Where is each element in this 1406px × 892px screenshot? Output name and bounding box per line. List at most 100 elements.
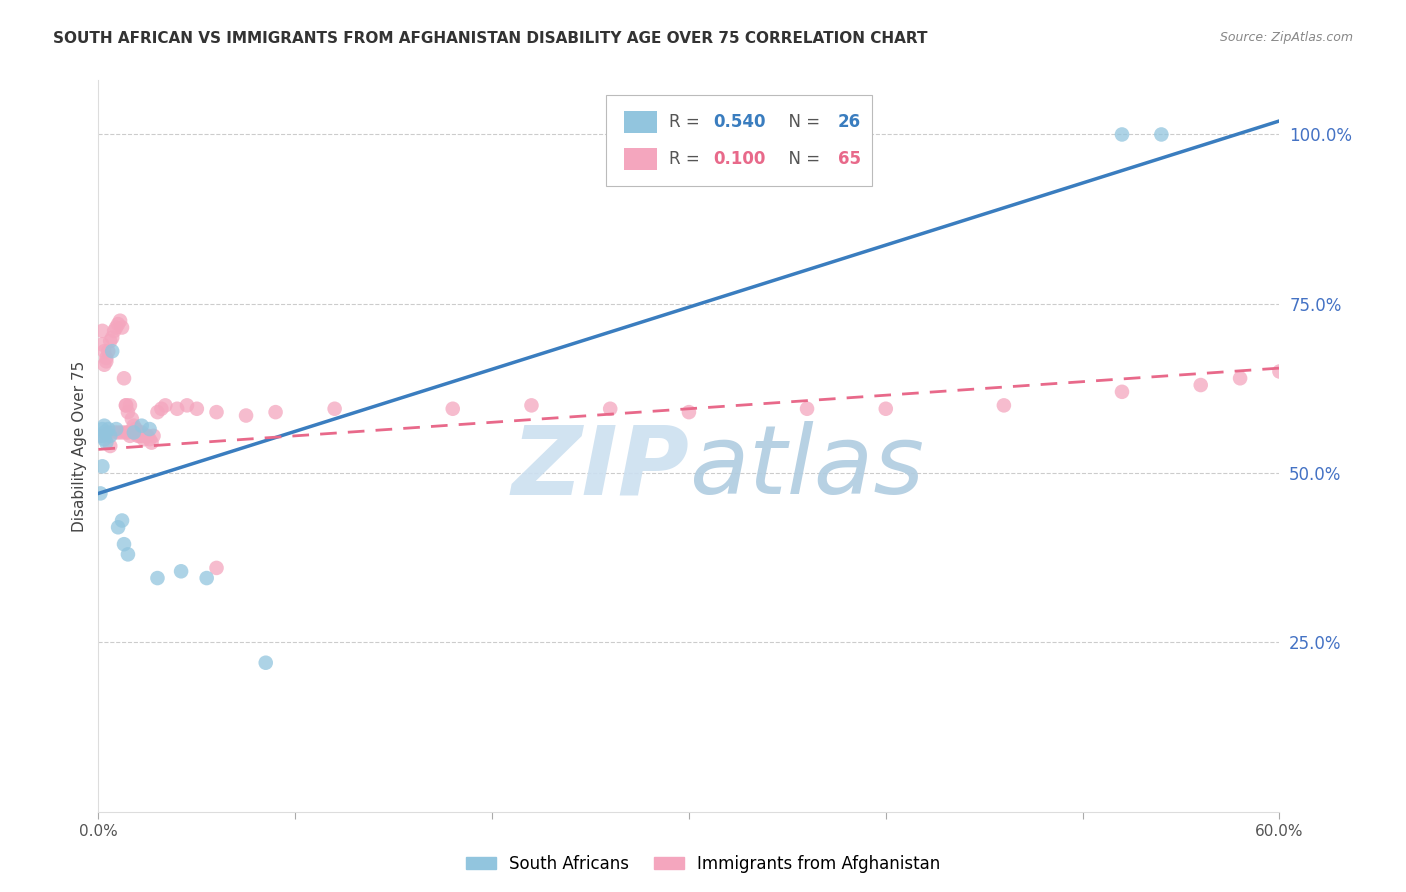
Point bbox=[122, 418, 145, 433]
Point bbox=[138, 422, 160, 436]
Point bbox=[93, 358, 115, 372]
Point bbox=[89, 486, 111, 500]
Point bbox=[108, 314, 131, 328]
Point bbox=[97, 422, 120, 436]
Point bbox=[115, 398, 138, 412]
Point bbox=[93, 425, 115, 440]
Point bbox=[97, 344, 120, 359]
Point bbox=[96, 425, 118, 440]
Point bbox=[1189, 378, 1212, 392]
Point bbox=[105, 422, 128, 436]
Point bbox=[875, 401, 897, 416]
Point bbox=[131, 425, 153, 440]
Point bbox=[96, 354, 118, 368]
Point bbox=[131, 429, 153, 443]
Point bbox=[1111, 384, 1133, 399]
Point bbox=[205, 561, 228, 575]
Point bbox=[132, 432, 155, 446]
Point bbox=[993, 398, 1015, 412]
Point bbox=[1150, 128, 1173, 142]
Point bbox=[1229, 371, 1251, 385]
Point bbox=[115, 425, 138, 440]
Point bbox=[117, 425, 139, 440]
Text: N =: N = bbox=[778, 150, 825, 168]
Point bbox=[118, 429, 141, 443]
Point bbox=[93, 418, 115, 433]
Point bbox=[103, 324, 125, 338]
Point bbox=[98, 429, 121, 443]
Text: atlas: atlas bbox=[689, 421, 924, 515]
Point bbox=[107, 425, 129, 440]
Point bbox=[141, 435, 163, 450]
Point bbox=[146, 405, 169, 419]
Bar bbox=[624, 147, 657, 169]
Point bbox=[115, 398, 138, 412]
Bar bbox=[624, 111, 657, 133]
Point bbox=[135, 429, 157, 443]
Point bbox=[107, 317, 129, 331]
Point bbox=[235, 409, 257, 423]
Point bbox=[520, 398, 543, 412]
Point bbox=[136, 429, 159, 443]
Point bbox=[128, 429, 150, 443]
Point bbox=[91, 429, 114, 443]
Point bbox=[1111, 128, 1133, 142]
Point bbox=[170, 564, 193, 578]
Text: 0.100: 0.100 bbox=[714, 150, 766, 168]
Point bbox=[264, 405, 287, 419]
Point bbox=[103, 425, 125, 440]
Y-axis label: Disability Age Over 75: Disability Age Over 75 bbox=[72, 360, 87, 532]
Text: SOUTH AFRICAN VS IMMIGRANTS FROM AFGHANISTAN DISABILITY AGE OVER 75 CORRELATION : SOUTH AFRICAN VS IMMIGRANTS FROM AFGHANI… bbox=[53, 31, 928, 46]
Point bbox=[98, 439, 121, 453]
Point bbox=[112, 537, 135, 551]
Text: 26: 26 bbox=[838, 113, 860, 131]
Point bbox=[323, 401, 346, 416]
Point bbox=[142, 429, 165, 443]
Point bbox=[131, 418, 153, 433]
Point bbox=[112, 371, 135, 385]
Point bbox=[91, 422, 114, 436]
Point bbox=[91, 324, 114, 338]
Text: R =: R = bbox=[669, 150, 704, 168]
Point bbox=[122, 425, 145, 440]
Text: R =: R = bbox=[669, 113, 704, 131]
Point bbox=[1268, 364, 1291, 378]
Point bbox=[97, 425, 120, 440]
Text: Source: ZipAtlas.com: Source: ZipAtlas.com bbox=[1219, 31, 1353, 45]
FancyBboxPatch shape bbox=[606, 95, 872, 186]
Point bbox=[176, 398, 198, 412]
Text: N =: N = bbox=[778, 113, 825, 131]
Point bbox=[146, 571, 169, 585]
Point bbox=[122, 425, 145, 440]
Point bbox=[96, 435, 118, 450]
Point bbox=[150, 401, 173, 416]
Point bbox=[117, 547, 139, 561]
Point bbox=[111, 320, 134, 334]
Point bbox=[205, 405, 228, 419]
Point bbox=[93, 344, 115, 359]
Point bbox=[101, 344, 124, 359]
Point bbox=[155, 398, 177, 412]
Point bbox=[93, 432, 115, 446]
Text: 65: 65 bbox=[838, 150, 860, 168]
Point bbox=[111, 514, 134, 528]
Text: 0.540: 0.540 bbox=[714, 113, 766, 131]
Point bbox=[127, 429, 149, 443]
Point bbox=[117, 405, 139, 419]
Point bbox=[91, 337, 114, 351]
Point bbox=[796, 401, 818, 416]
Point bbox=[101, 331, 124, 345]
Point bbox=[138, 432, 160, 446]
Point bbox=[91, 459, 114, 474]
Point bbox=[195, 571, 218, 585]
Point bbox=[96, 351, 118, 365]
Point bbox=[105, 320, 128, 334]
Point bbox=[599, 401, 621, 416]
Point bbox=[125, 422, 148, 436]
Point bbox=[111, 425, 134, 440]
Point bbox=[118, 398, 141, 412]
Point bbox=[678, 405, 700, 419]
Point bbox=[127, 425, 149, 440]
Point bbox=[121, 412, 143, 426]
Point bbox=[254, 656, 277, 670]
